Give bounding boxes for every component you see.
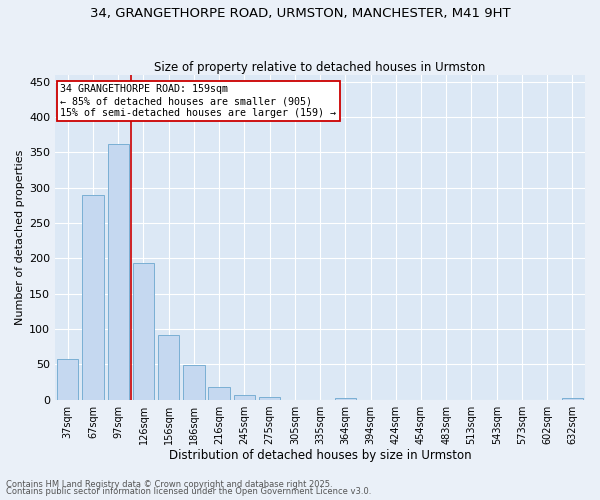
Bar <box>133 264 154 400</box>
Bar <box>107 144 129 400</box>
Bar <box>208 387 230 400</box>
Bar <box>183 365 205 400</box>
Text: 34, GRANGETHORPE ROAD, URMSTON, MANCHESTER, M41 9HT: 34, GRANGETHORPE ROAD, URMSTON, MANCHEST… <box>89 8 511 20</box>
Bar <box>158 336 179 400</box>
Bar <box>233 394 255 400</box>
Bar <box>57 360 79 400</box>
Bar <box>562 398 583 400</box>
Text: 34 GRANGETHORPE ROAD: 159sqm
← 85% of detached houses are smaller (905)
15% of s: 34 GRANGETHORPE ROAD: 159sqm ← 85% of de… <box>61 84 337 117</box>
Text: Contains public sector information licensed under the Open Government Licence v3: Contains public sector information licen… <box>6 488 371 496</box>
Title: Size of property relative to detached houses in Urmston: Size of property relative to detached ho… <box>154 60 486 74</box>
X-axis label: Distribution of detached houses by size in Urmston: Distribution of detached houses by size … <box>169 450 472 462</box>
Bar <box>259 397 280 400</box>
Text: Contains HM Land Registry data © Crown copyright and database right 2025.: Contains HM Land Registry data © Crown c… <box>6 480 332 489</box>
Bar <box>82 194 104 400</box>
Y-axis label: Number of detached properties: Number of detached properties <box>15 150 25 325</box>
Bar <box>335 398 356 400</box>
